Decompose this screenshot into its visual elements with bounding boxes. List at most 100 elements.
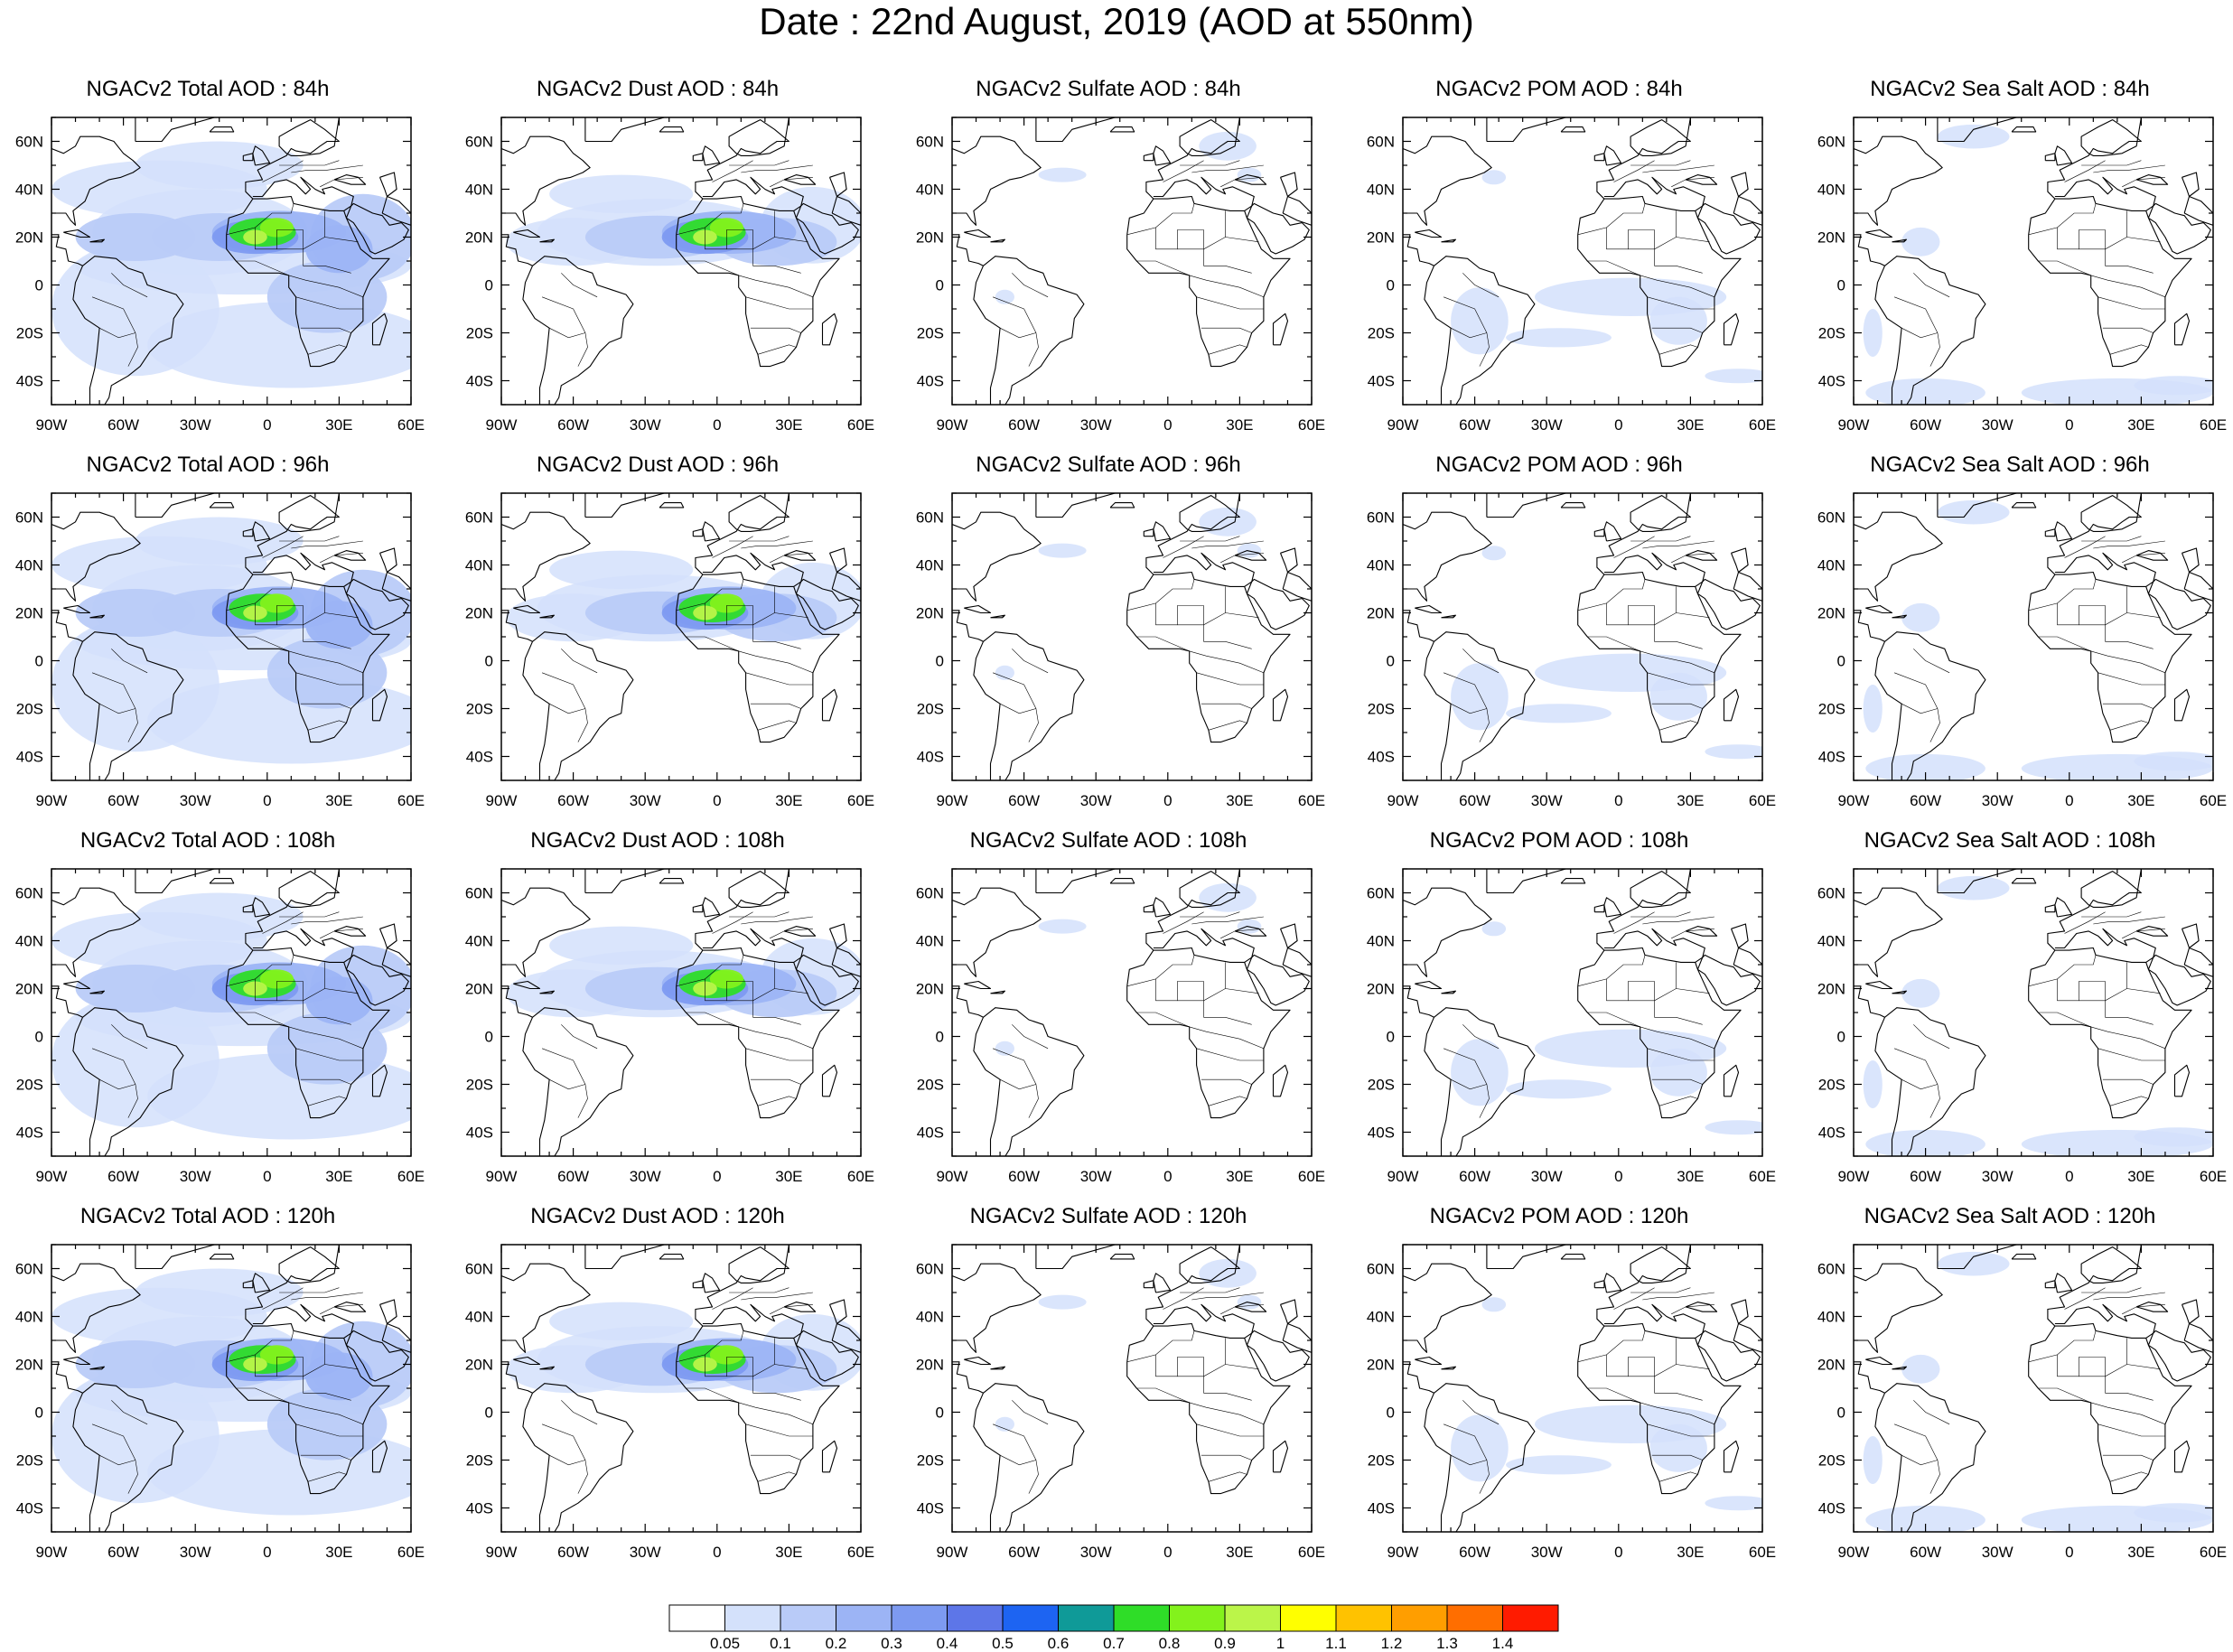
coastline-greenland [135,493,215,518]
country-border [726,586,775,626]
aod-plume [2134,751,2213,771]
country-border [541,1423,588,1494]
lat-tick-label: 60N [1817,134,1845,151]
coastline-greenland [584,869,665,894]
axis-ticks [1402,492,1763,781]
country-border [2064,536,2106,558]
lat-tick-label: 40N [916,1309,944,1326]
lat-tick-label: 60N [15,1261,43,1278]
country-border [295,1423,363,1437]
country-border [676,579,744,611]
lat-tick-label: 60N [1367,1261,1395,1278]
country-border [1163,1287,1204,1310]
aod-plume [1038,543,1087,558]
map-background [1854,493,2213,780]
country-border [1203,229,1252,274]
map-svg: 90W 60W 30W 0 30E 60E 60N 40N 20N 0 20S 40S [465,117,874,434]
coastline-iceland [209,502,235,509]
coastline-africa-europe [2028,869,2142,986]
aod-plume [1038,167,1087,182]
country-border [992,1048,1039,1118]
coastline-caspian [828,1299,847,1325]
country-border [2126,237,2161,243]
country-border [2081,1287,2142,1293]
colorbar-label: 1.4 [1492,1635,1514,1652]
coastline-africa-europe [676,869,789,986]
colorbar-label: 0.5 [992,1635,1014,1652]
lon-tick-label: 60E [1298,1544,1325,1561]
map-svg: 90W 60W 30W 0 30E 60E 60N 40N 20N 0 20S 40S [1367,868,1776,1185]
aod-plume [305,976,373,1025]
coastline-ireland [1593,528,1605,537]
aod-plume [135,892,304,941]
lon-tick-label: 60W [1008,1544,1040,1561]
country-border [279,160,340,166]
country-border [1630,536,1691,542]
coastline-north-america [51,1245,141,1353]
country-border [1443,672,1490,742]
country-border [300,327,351,333]
coastline-madagascar [371,1440,388,1473]
country-border [1642,164,1714,173]
coastline-cuba [1415,604,1443,614]
country-border [2090,275,2166,298]
country-border [745,1048,813,1061]
aod-plume [1865,1129,1985,1156]
country-border [1613,160,1655,182]
lon-tick-label: 60W [1910,1544,1941,1561]
coastline-ireland [1143,153,1154,162]
coastline-hispaniola [1892,990,1907,994]
country-border [712,160,753,182]
coastline-ireland [2044,904,2056,913]
lat-tick-label: 40S [917,1125,944,1142]
lat-tick-label: 60N [465,885,493,902]
country-border [1462,1024,1500,1050]
panel-title: NGACv2 Sulfate AOD : 108h [969,828,1247,853]
panel-title: NGACv2 Sea Salt AOD : 96h [1870,453,2150,477]
country-border [729,1287,789,1293]
country-borders [1443,1287,1715,1494]
coastline-arabia [795,954,859,1006]
panel-title: NGACv2 Sulfate AOD : 96h [976,453,1241,477]
panel-title: NGACv2 Total AOD : 96h [86,453,330,477]
lon-tick-label: 90W [937,1544,968,1561]
coastline-caspian [378,172,397,198]
country-border [2109,344,2149,355]
lat-tick-label: 40N [1817,1309,1845,1326]
aod-field [501,869,861,1156]
country-border [1462,273,1500,298]
country-borders [1443,536,1715,742]
lon-tick-label: 30E [2127,792,2154,809]
lat-tick-label: 0 [485,1405,493,1422]
coastline-iceland [2011,878,2037,884]
map-panel: NGACv2 POM AOD : 84h 90W 60W 30W 0 30E 60E 60N 4… [1351,77,1776,447]
country-border [2126,612,2161,619]
aod-plume [995,1416,1014,1432]
coastline-caspian [1279,172,1298,198]
axis-ticks [951,492,1313,781]
lat-tick-label: 20S [16,1077,43,1094]
coastline-caspian [1730,923,1749,949]
aod-plume [266,1013,388,1085]
country-border [1196,672,1264,686]
lon-tick-label: 30E [325,416,352,434]
country-border [262,1287,304,1310]
aod-plume [1649,296,1707,345]
coastline-north-america [1854,493,1943,602]
country-border [1654,1357,1703,1401]
coastline-central-america [1403,234,1434,266]
coastline-hispaniola [1441,614,1456,619]
country-border [2098,1048,2165,1061]
country-border [291,1292,363,1301]
coastline-arabia [1696,202,1761,255]
coastline-iceland [659,878,685,884]
coastline-cuba [1415,980,1443,990]
coastline-south-america [522,1383,634,1532]
country-border [1628,586,1677,626]
country-border [2064,911,2106,934]
lat-tick-label: 0 [485,277,493,294]
country-border [1901,327,1938,339]
map-svg: 90W 60W 30W 0 30E 60E 60N 40N 20N 0 20S 40S [15,492,425,809]
country-border [1587,1012,1640,1028]
lat-tick-label: 20S [1368,701,1395,718]
